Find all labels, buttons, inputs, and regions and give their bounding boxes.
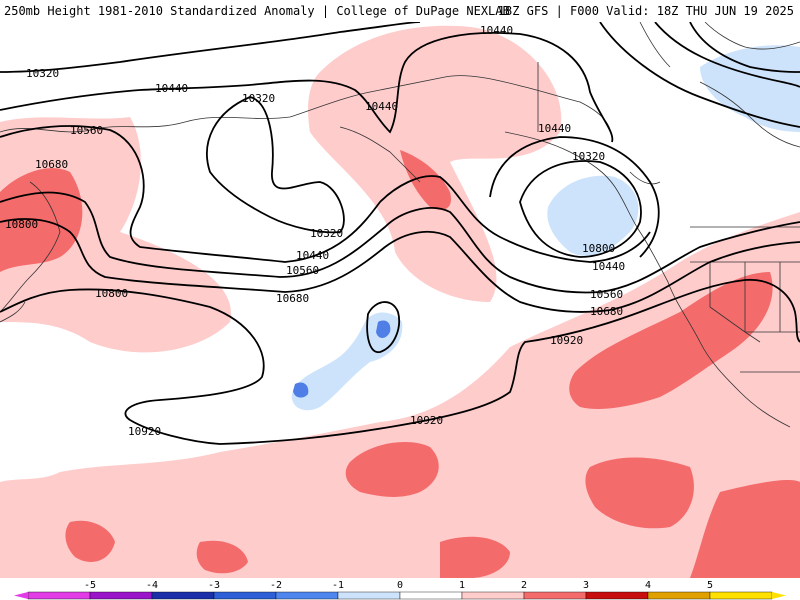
colorbar-tick-label: 3	[583, 580, 589, 591]
label-10800-coast: 10800	[95, 287, 128, 300]
strong-positive-anomaly-area	[585, 457, 694, 529]
contour-10440	[519, 160, 642, 258]
colorbar-segment	[709, 591, 773, 600]
contour-10320	[0, 22, 421, 73]
map-title: 250mb Height 1981-2010 Standardized Anom…	[4, 4, 510, 18]
colorbar-right-extension	[772, 592, 786, 599]
colorbar-segment	[585, 591, 649, 600]
contour-10920	[366, 301, 400, 353]
contour-10560	[0, 125, 651, 263]
colorbar-tick-label: -5	[84, 580, 96, 591]
colorbar-segment	[151, 591, 215, 600]
colorbar-tick-label: 0	[397, 580, 403, 591]
label-10320-center: 10320	[242, 92, 275, 105]
label-10440-gulf: 10440	[365, 100, 398, 113]
contour-10800	[0, 218, 800, 313]
colorbar-tick-label: -1	[332, 580, 344, 591]
coastline	[699, 81, 800, 148]
colorbar-tick-label: 4	[645, 580, 651, 591]
label-10920-west: 10920	[550, 334, 583, 347]
colorbar-segments	[14, 591, 786, 600]
coastline	[504, 131, 791, 428]
colorbar-tick-label: -4	[146, 580, 158, 591]
colorbar-segment	[461, 591, 525, 600]
colorbar: -5 -4 -3 -2 -1 0 1 2 3 4 5	[14, 580, 786, 600]
colorbar-tick-label: -2	[270, 580, 282, 591]
strong-negative-anomaly-area	[376, 320, 391, 338]
colorbar-segment	[647, 591, 711, 600]
label-10560-left: 10560	[70, 124, 103, 137]
model-run-label: 18Z GFS | F000 Valid: 18Z THU JUN 19 202…	[497, 4, 794, 18]
strong-positive-anomaly-area	[196, 540, 248, 574]
colorbar-segment	[213, 591, 277, 600]
coastline	[0, 181, 61, 313]
colorbar-tick-label: 5	[707, 580, 713, 591]
contour-label-layer: 10440 10320 10440 10320 10440 10560 10680 10800…	[0, 22, 625, 438]
colorbar-segment	[337, 591, 401, 600]
contour-10440	[654, 22, 800, 88]
colorbar-segment	[89, 591, 153, 600]
strong-positive-anomaly-area	[690, 480, 800, 578]
colorbar-ticks: -5 -4 -3 -2 -1 0 1 2 3 4 5	[84, 580, 713, 591]
contour-10680	[0, 191, 800, 294]
label-10560-mid: 10560	[286, 264, 319, 277]
label-10800-mid: 10800	[582, 242, 615, 255]
height-contour-layer	[0, 22, 800, 445]
label-10320-left: 10320	[26, 67, 59, 80]
positive-anomaly-area	[308, 25, 562, 302]
coastline	[629, 171, 661, 185]
colorbar-left-extension	[14, 592, 28, 599]
colorbar-segment	[27, 591, 91, 600]
strong-positive-anomaly-area	[65, 520, 115, 562]
strong-positive-anomaly-area	[440, 536, 510, 578]
colorbar-tick-label: 1	[459, 580, 465, 591]
label-10440-east: 10440	[538, 122, 571, 135]
label-10680-mid: 10680	[276, 292, 309, 305]
negative-anomaly-area	[700, 45, 800, 132]
colorbar-segment	[275, 591, 339, 600]
label-10680-left: 10680	[35, 158, 68, 171]
label-10920-east: 10920	[128, 425, 161, 438]
anomaly-fill-layer	[0, 25, 800, 578]
negative-anomaly-area	[547, 175, 639, 256]
contour-10440	[0, 32, 614, 143]
coastline-layer	[0, 22, 800, 428]
negative-anomaly-area	[291, 312, 403, 411]
label-10440-top: 10440	[480, 24, 513, 37]
label-10920-southwest: 10920	[410, 414, 443, 427]
contour-10320	[206, 96, 345, 234]
title-bar: 250mb Height 1981-2010 Standardized Anom…	[0, 0, 800, 22]
positive-anomaly-area	[0, 492, 270, 526]
label-10440-mid: 10440	[296, 249, 329, 262]
contour-10920	[0, 279, 800, 445]
coastline	[639, 22, 671, 68]
coastline	[339, 126, 421, 183]
strong-positive-anomaly-area	[345, 442, 439, 497]
contour-10320	[599, 22, 800, 128]
colorbar-tick-label: -3	[208, 580, 220, 591]
contour-10320	[689, 22, 800, 73]
colorbar-segment	[399, 591, 463, 600]
colorbar-tick-label: 2	[521, 580, 527, 591]
label-10320-east: 10320	[572, 150, 605, 163]
strong-positive-anomaly-area	[569, 272, 773, 409]
label-10680-coast: 10680	[590, 305, 623, 318]
strong-positive-anomaly-area	[400, 150, 451, 210]
colorbar-segment	[523, 591, 587, 600]
map-panel: 10440 10320 10440 10320 10440 10560 10680 10800…	[0, 22, 800, 578]
label-10440-left: 10440	[155, 82, 188, 95]
strong-negative-anomaly-area	[293, 382, 309, 398]
label-10800-left: 10800	[5, 218, 38, 231]
boundary-layer	[537, 62, 800, 373]
coastline	[0, 301, 26, 323]
coastline	[704, 22, 800, 50]
label-10920-south: 10920	[0, 22, 33, 25]
label-10440-coast: 10440	[592, 260, 625, 273]
coastline	[0, 75, 613, 138]
label-10320-low: 10320	[310, 227, 343, 240]
contour-10560	[489, 136, 660, 258]
state-boundary	[709, 262, 761, 343]
label-10560-coast: 10560	[590, 288, 623, 301]
